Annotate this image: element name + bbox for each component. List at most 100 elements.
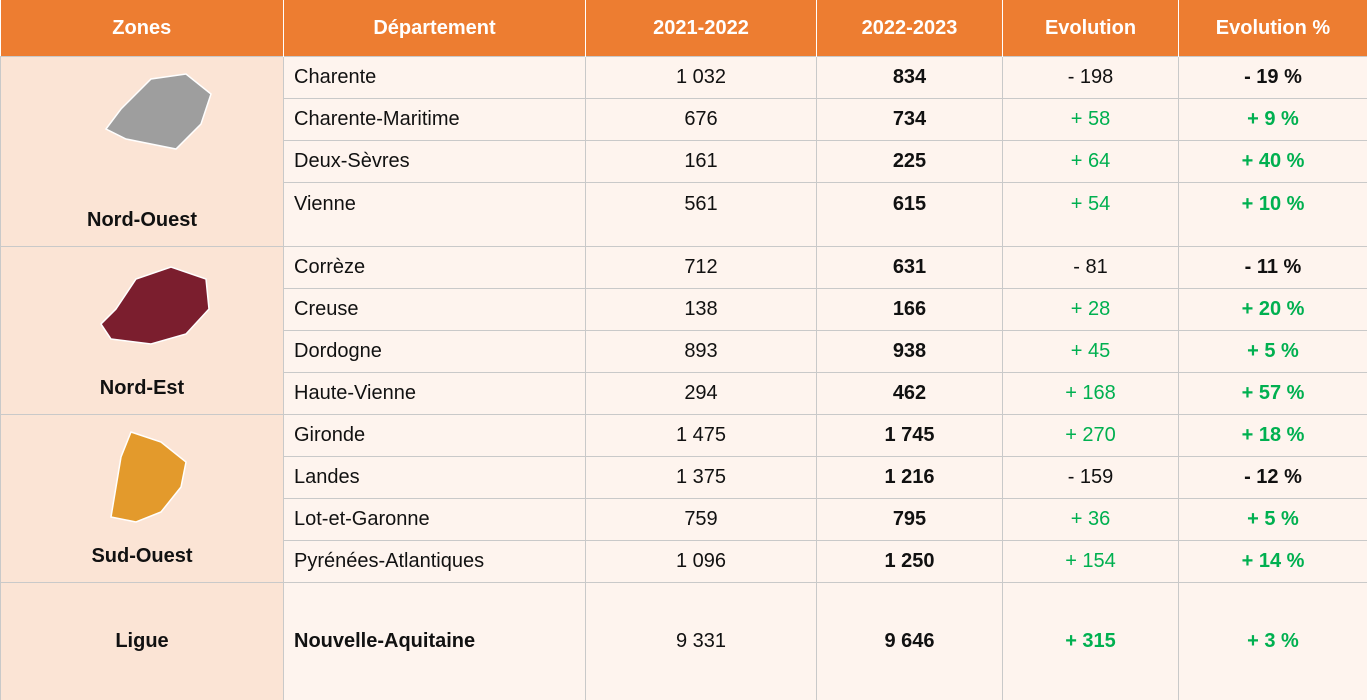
value-cell: + 5 % <box>1178 330 1367 373</box>
value-cell: - 11 % <box>1178 246 1367 289</box>
header-cell: 2022-2023 <box>816 0 1003 57</box>
value-cell: + 9 % <box>1178 98 1367 141</box>
zone-map <box>110 431 187 523</box>
value-cell: + 270 <box>1002 414 1179 457</box>
value-cell: - 81 <box>1002 246 1179 289</box>
zone-cell: Ligue <box>0 582 284 700</box>
zone-label: Sud-Ouest <box>91 545 193 567</box>
header-cell: Zones <box>0 0 284 57</box>
value-cell: 561 <box>585 182 817 247</box>
department-cell: Pyrénées-Atlantiques <box>283 540 586 583</box>
header-cell: Evolution % <box>1178 0 1367 57</box>
value-cell: 1 745 <box>816 414 1003 457</box>
value-cell: + 168 <box>1002 372 1179 415</box>
value-cell: 893 <box>585 330 817 373</box>
department-cell: Charente <box>283 56 586 99</box>
value-cell: + 18 % <box>1178 414 1367 457</box>
value-cell: - 12 % <box>1178 456 1367 499</box>
value-cell: 1 375 <box>585 456 817 499</box>
value-cell: + 20 % <box>1178 288 1367 331</box>
zone-cell: Sud-Ouest <box>0 414 284 583</box>
table-row: Deux-Sèvres 161 225 + 64 + 40 % <box>1 140 1367 183</box>
value-cell: 1 475 <box>585 414 817 457</box>
map-shape <box>104 73 212 150</box>
header-cell: Département <box>283 0 586 57</box>
table-row: Sud-Ouest Gironde 1 475 1 745 + 270 + 18 % <box>0 414 1367 583</box>
value-cell: 676 <box>585 98 817 141</box>
zone-label: Ligue <box>115 630 169 652</box>
value-cell: + 64 <box>1002 140 1179 183</box>
value-cell: 734 <box>816 98 1003 141</box>
value-cell: + 57 % <box>1178 372 1367 415</box>
zone-cell: Nord-Ouest <box>0 56 284 247</box>
department-cell: Corrèze <box>283 246 586 289</box>
table-row: Nord-Ouest Charente 1 032 834- 198- 19 % <box>0 56 1367 247</box>
map-shape <box>100 266 210 345</box>
header-row: Zones Département 2021-2022 2022-2023 Evolut… <box>0 0 1367 57</box>
value-cell: - 19 % <box>1178 56 1367 99</box>
zone-map <box>104 73 212 150</box>
value-cell: - 159 <box>1002 456 1179 499</box>
value-cell: 9 646 <box>816 582 1003 700</box>
header-cell: Evolution <box>1002 0 1179 57</box>
zone-map <box>100 266 210 345</box>
value-cell: 759 <box>585 498 817 541</box>
table-row: Lot-et-Garonne 759 795 + 36 + 5 % <box>1 498 1367 541</box>
table-row: Landes 1 375 1 216- 159- 12 % <box>1 456 1367 499</box>
table-row: Charente-Maritime 676 734 + 58 + 9 % <box>1 98 1367 141</box>
value-cell: 615 <box>816 182 1003 247</box>
value-cell: 834 <box>816 56 1003 99</box>
table-row: Vienne 561 615 + 54 + 10 % <box>1 182 1367 247</box>
value-cell: + 315 <box>1002 582 1179 700</box>
department-cell: Landes <box>283 456 586 499</box>
header-cell: 2021-2022 <box>585 0 817 57</box>
department-cell: Lot-et-Garonne <box>283 498 586 541</box>
zone-cell: Nord-Est <box>0 246 284 415</box>
value-cell: + 5 % <box>1178 498 1367 541</box>
value-cell: 795 <box>816 498 1003 541</box>
value-cell: 9 331 <box>585 582 817 700</box>
department-cell: Creuse <box>283 288 586 331</box>
department-cell: Deux-Sèvres <box>283 140 586 183</box>
department-cell: Vienne <box>283 182 586 247</box>
value-cell: 166 <box>816 288 1003 331</box>
zone-label: Nord-Ouest <box>87 209 197 231</box>
department-cell: Haute-Vienne <box>283 372 586 415</box>
value-cell: + 36 <box>1002 498 1179 541</box>
value-cell: 294 <box>585 372 817 415</box>
department-cell: Gironde <box>283 414 586 457</box>
value-cell: + 154 <box>1002 540 1179 583</box>
value-cell: 631 <box>816 246 1003 289</box>
table-row: Haute-Vienne 294 462 + 168 + 57 % <box>1 372 1367 415</box>
value-cell: + 54 <box>1002 182 1179 247</box>
value-cell: + 14 % <box>1178 540 1367 583</box>
department-cell: Nouvelle-Aquitaine <box>283 582 586 700</box>
value-cell: 1 250 <box>816 540 1003 583</box>
zone-label: Nord-Est <box>99 377 185 399</box>
map-shape <box>110 431 187 523</box>
value-cell: 1 216 <box>816 456 1003 499</box>
table-body: Nord-Ouest Charente 1 032 834- 198- 19 % Cha… <box>0 56 1367 700</box>
value-cell: + 28 <box>1002 288 1179 331</box>
value-cell: + 10 % <box>1178 182 1367 247</box>
value-cell: 1 096 <box>585 540 817 583</box>
value-cell: - 198 <box>1002 56 1179 99</box>
value-cell: 225 <box>816 140 1003 183</box>
value-cell: 462 <box>816 372 1003 415</box>
value-cell: 161 <box>585 140 817 183</box>
value-cell: 938 <box>816 330 1003 373</box>
value-cell: + 3 % <box>1178 582 1367 700</box>
table-row: Creuse 138 166 + 28 + 20 % <box>1 288 1367 331</box>
value-cell: + 58 <box>1002 98 1179 141</box>
table-row: Nord-Est Corrèze 712 631- 81- 11 % <box>0 246 1367 415</box>
department-cell: Charente-Maritime <box>283 98 586 141</box>
value-cell: 138 <box>585 288 817 331</box>
value-cell: + 40 % <box>1178 140 1367 183</box>
table-row: Dordogne 893 938 + 45 + 5 % <box>1 330 1367 373</box>
value-cell: 1 032 <box>585 56 817 99</box>
department-cell: Dordogne <box>283 330 586 373</box>
value-cell: 712 <box>585 246 817 289</box>
value-cell: + 45 <box>1002 330 1179 373</box>
